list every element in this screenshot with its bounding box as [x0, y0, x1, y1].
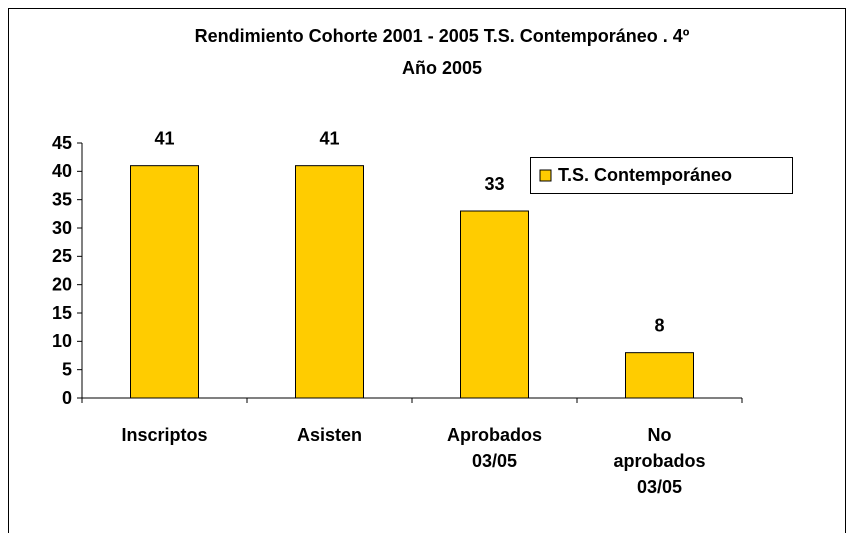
y-tick-label: 35	[52, 189, 72, 209]
y-tick-label: 45	[52, 133, 72, 153]
bar	[295, 165, 364, 399]
data-label: 33	[484, 174, 504, 194]
y-tick-label: 25	[52, 246, 72, 266]
chart-frame	[8, 8, 846, 533]
data-label: 8	[654, 315, 664, 335]
y-tick-label: 20	[52, 274, 72, 294]
x-tick-label: Inscriptos	[121, 425, 208, 445]
data-label: 41	[319, 128, 339, 148]
bar	[625, 352, 694, 399]
y-tick-label: 30	[52, 218, 72, 238]
y-tick-label: 10	[52, 331, 72, 351]
x-tick-label: No aprobados 03/05	[613, 425, 706, 497]
legend-box	[530, 157, 793, 194]
chart-title: Rendimiento Cohorte 2001 - 2005 T.S. Con…	[195, 26, 690, 46]
legend-swatch	[539, 169, 552, 182]
y-tick-label: 0	[62, 388, 72, 408]
bar	[130, 165, 199, 399]
x-tick-label: Asisten	[296, 425, 363, 445]
x-tick-label: Aprobados 03/05	[446, 425, 542, 471]
y-tick-label: 40	[52, 161, 72, 181]
y-tick-label: 5	[62, 359, 72, 379]
data-label: 41	[154, 128, 174, 148]
bar	[460, 210, 529, 399]
legend-label: T.S. Contemporáneo	[558, 165, 732, 185]
y-tick-label: 15	[52, 303, 72, 323]
chart-title: Año 2005	[402, 58, 482, 78]
